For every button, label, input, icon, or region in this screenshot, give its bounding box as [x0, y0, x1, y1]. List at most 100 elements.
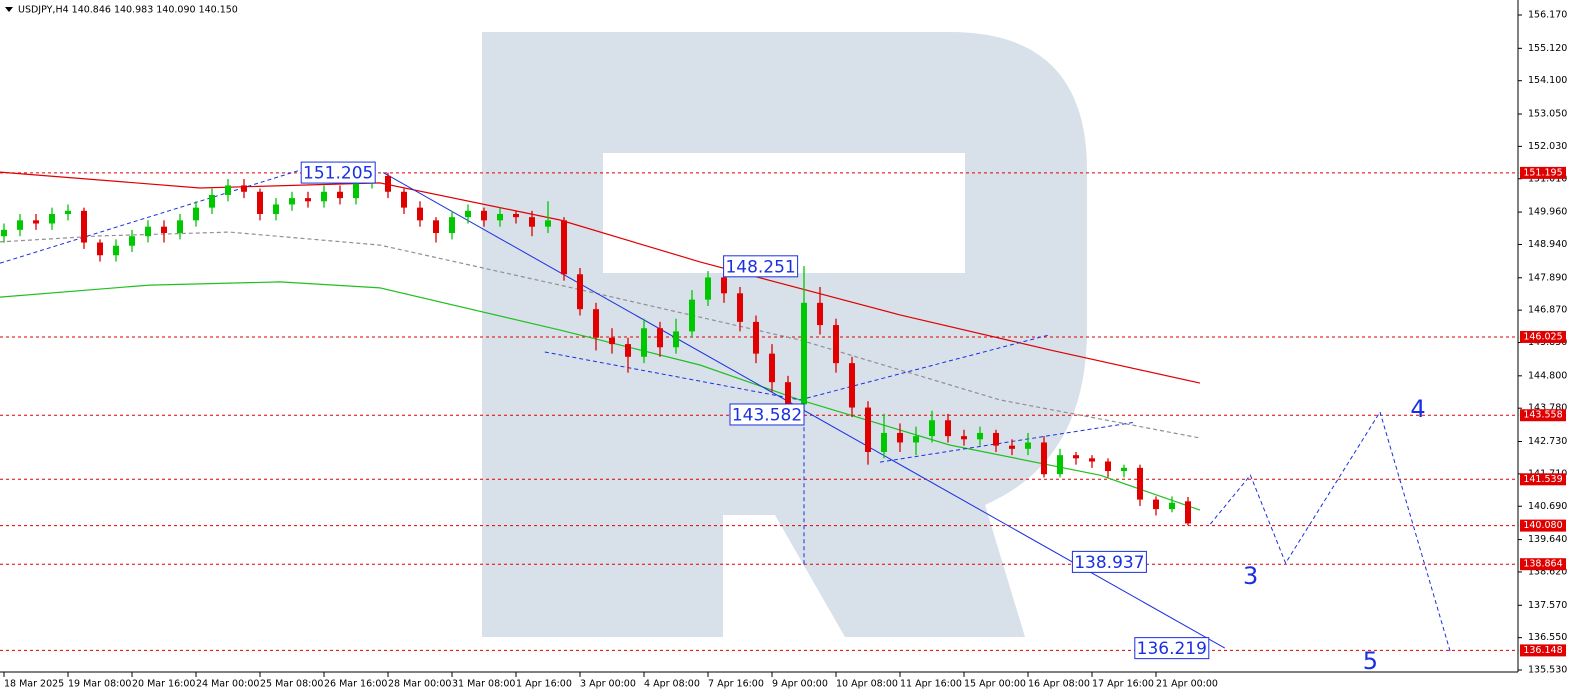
y-tick-label: 140.690: [1528, 501, 1567, 512]
x-tick-label: 20 Mar 16:00: [132, 679, 195, 690]
forecast-path: [1210, 410, 1451, 653]
candle-body: [497, 213, 503, 221]
chart-title: USDJPY,H4 140.846 140.983 140.090 140.15…: [18, 5, 238, 16]
candle-body: [481, 210, 487, 221]
candle-body: [449, 217, 455, 234]
candle-body: [321, 191, 327, 202]
candle-body: [1073, 455, 1079, 459]
candle-body: [881, 432, 887, 452]
candle-body: [577, 274, 583, 310]
level-label-box: [1520, 519, 1566, 532]
candle-body: [913, 436, 919, 443]
candle-body: [97, 242, 103, 256]
candle-body: [241, 185, 247, 192]
wave-label: 4: [1410, 395, 1425, 423]
candle-body: [817, 302, 823, 326]
y-tick-label: 138.620: [1528, 566, 1567, 577]
x-tick-label: 24 Mar 00:00: [196, 679, 259, 690]
y-tick-label: 135.530: [1528, 665, 1567, 676]
candle-body: [961, 436, 967, 440]
candle-body: [593, 309, 599, 338]
candle-body: [465, 210, 471, 218]
candle-body: [1185, 501, 1191, 524]
price-label-box: [729, 403, 805, 426]
candle-body: [801, 302, 807, 405]
candle-body: [1121, 467, 1127, 472]
price-label: 148.251: [725, 257, 795, 277]
candle-body: [113, 245, 119, 256]
y-tick-label: 154.100: [1528, 75, 1567, 86]
candle-body: [337, 191, 343, 199]
y-tick-label: 148.940: [1528, 239, 1567, 250]
candle-body: [209, 194, 215, 208]
candle-body: [1105, 461, 1111, 472]
candle-body: [513, 213, 519, 218]
trend-line: [879, 421, 1136, 463]
level-label: 141.539: [1523, 474, 1562, 485]
wave-label: 3: [1243, 562, 1258, 590]
candle-body: [625, 344, 631, 357]
x-tick-label: 3 Apr 00:00: [580, 679, 636, 690]
candle-body: [1089, 458, 1095, 462]
candle-body: [273, 204, 279, 214]
price-label: 151.205: [303, 164, 373, 184]
moving-average: [0, 231, 1201, 439]
candle-body: [1169, 502, 1175, 510]
candle-body: [641, 328, 647, 357]
level-label: 136.148: [1523, 645, 1562, 656]
candle-body: [753, 321, 759, 354]
x-tick-label: 31 Mar 08:00: [452, 679, 515, 690]
candle-body: [129, 236, 135, 246]
trend-line: [544, 351, 801, 401]
candle-body: [849, 363, 855, 408]
candle-body: [17, 220, 23, 230]
candle-body: [1025, 442, 1031, 449]
candle-body: [977, 432, 983, 440]
candle-body: [1057, 455, 1063, 475]
y-tick-label: 146.870: [1528, 305, 1567, 316]
price-label-box: [300, 161, 376, 184]
candle-body: [145, 226, 151, 237]
candle-body: [33, 220, 39, 224]
candle-body: [561, 220, 567, 275]
level-label-box: [1520, 473, 1566, 486]
candle-body: [305, 198, 311, 202]
level-label-box: [1520, 330, 1566, 343]
x-tick-label: 18 Mar 2025: [4, 679, 64, 690]
level-label-box: [1520, 644, 1566, 657]
level-label: 138.864: [1523, 559, 1562, 570]
x-tick-label: 17 Apr 16:00: [1092, 679, 1154, 690]
candle-body: [1, 229, 7, 237]
x-tick-label: 25 Mar 08:00: [260, 679, 323, 690]
candle-body: [385, 175, 391, 192]
x-tick-label: 28 Mar 00:00: [388, 679, 451, 690]
candle-body: [193, 207, 199, 221]
candle-body: [1137, 467, 1143, 500]
y-tick-label: 142.730: [1528, 436, 1567, 447]
x-tick-label: 26 Mar 16:00: [324, 679, 387, 690]
candle-body: [785, 382, 791, 405]
y-tick-label: 153.050: [1528, 109, 1567, 120]
x-tick-label: 19 Mar 08:00: [68, 679, 131, 690]
price-label: 136.219: [1137, 639, 1207, 659]
level-label: 146.025: [1523, 331, 1562, 342]
level-label-box: [1520, 409, 1566, 422]
candle-body: [673, 331, 679, 348]
candle-body: [769, 353, 775, 383]
y-tick-label: 147.890: [1528, 272, 1567, 283]
candle-body: [401, 191, 407, 208]
y-tick-label: 143.780: [1528, 403, 1567, 414]
x-tick-label: 7 Apr 16:00: [708, 679, 764, 690]
candle-body: [161, 226, 167, 234]
candle-body: [1009, 445, 1015, 449]
watermark-logo: [482, 32, 1087, 637]
candle-body: [609, 337, 615, 345]
candle-body: [897, 432, 903, 443]
candle-body: [417, 207, 423, 221]
trend-line: [0, 169, 301, 264]
x-tick-label: 4 Apr 08:00: [644, 679, 700, 690]
y-tick-label: 136.550: [1528, 632, 1567, 643]
price-label-box: [1134, 637, 1210, 660]
x-tick-label: 21 Apr 00:00: [1156, 679, 1218, 690]
